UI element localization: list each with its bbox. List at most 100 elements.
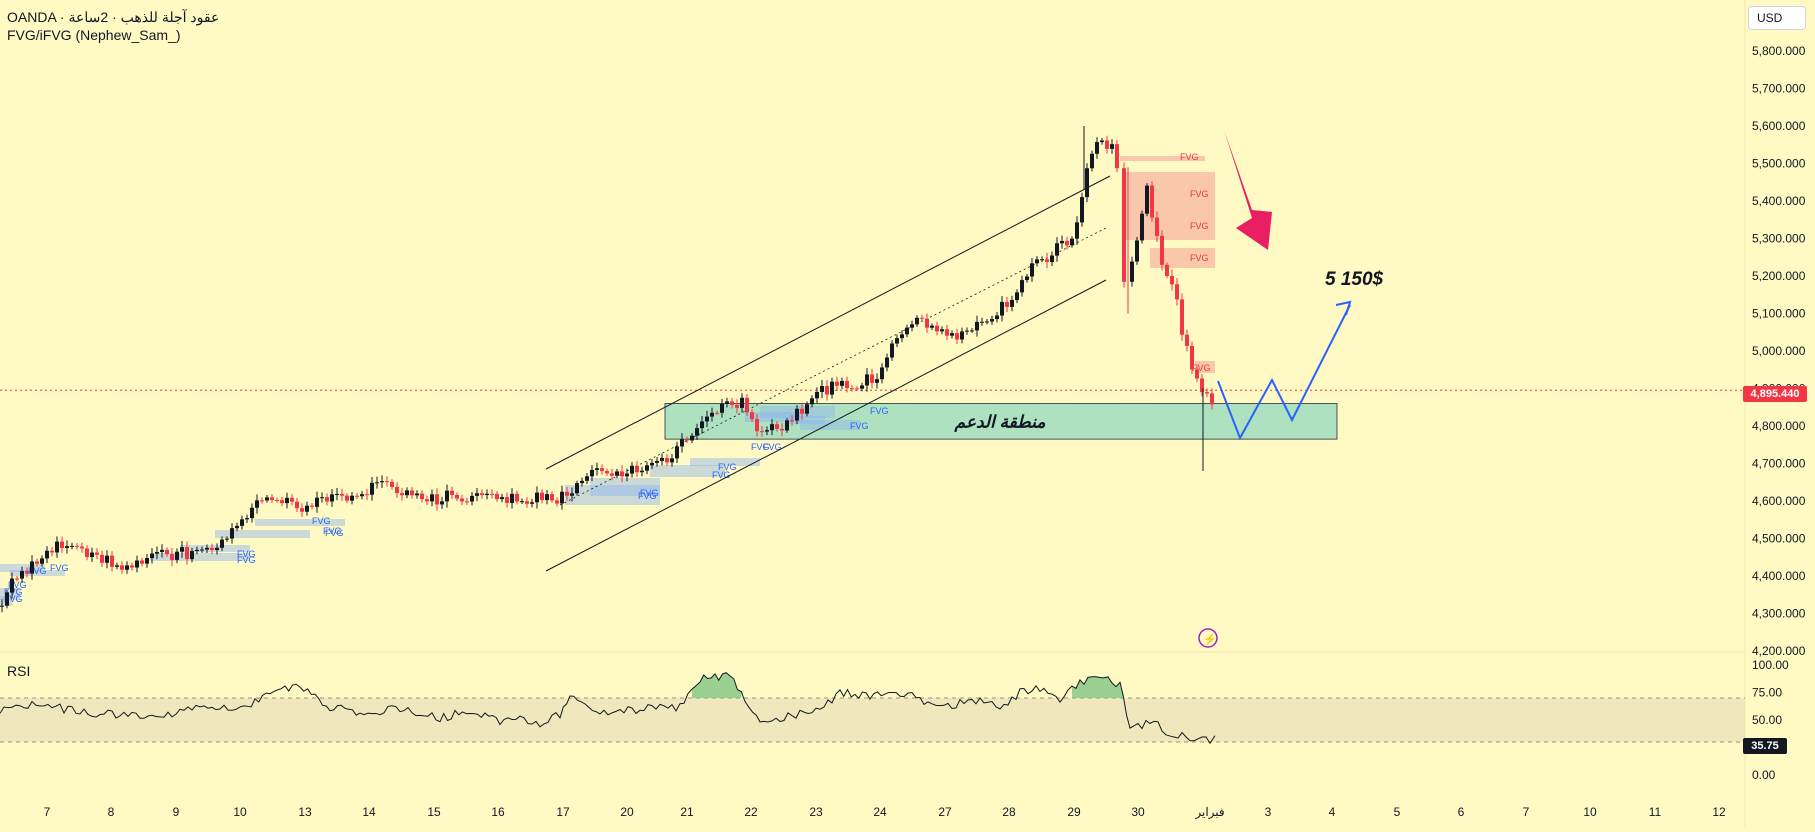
candle-body	[215, 547, 219, 551]
candle-body	[325, 497, 329, 502]
bull-fvg-label: FVG	[323, 526, 342, 536]
candle-body	[575, 483, 579, 494]
price-tick-label: 5,000.000	[1752, 344, 1806, 358]
candle-body	[255, 500, 259, 508]
candle-body	[970, 330, 974, 332]
candle-body	[475, 493, 479, 496]
bull-fvg-box	[785, 416, 825, 424]
currency-button[interactable]: USD	[1748, 6, 1806, 30]
channel-upper-line	[545, 175, 1111, 470]
candle-body	[460, 498, 464, 502]
rsi-tick-label: 100.00	[1752, 658, 1789, 672]
candle-body	[665, 457, 669, 463]
candle-body	[115, 565, 119, 567]
projection-path	[1217, 304, 1351, 441]
time-axis-label: 7	[1523, 805, 1530, 819]
candle-body	[230, 528, 234, 539]
candle-body	[45, 550, 49, 559]
candle-body	[845, 380, 849, 389]
candle-body	[50, 550, 54, 553]
candle-body	[605, 471, 609, 474]
bull-fvg-box	[10, 570, 65, 576]
rsi-value-tag: 35.75	[1743, 738, 1787, 754]
down-arrow	[1224, 130, 1272, 250]
candle-body	[900, 334, 904, 339]
candle-body	[340, 493, 344, 496]
candle-body	[560, 491, 564, 504]
candle-body	[105, 555, 109, 563]
candle-body	[1095, 142, 1099, 154]
candle-body	[240, 519, 244, 526]
time-axis-label: 6	[1458, 805, 1465, 819]
symbol-header[interactable]: OANDA · عقود آجلة للذهب · 2ساعة	[7, 9, 220, 25]
candle-body	[10, 578, 14, 593]
bull-fvg-label: FVG	[8, 580, 27, 590]
price-tick-label: 4,800.000	[1752, 419, 1806, 433]
candle-body	[770, 424, 774, 431]
candle-body	[545, 494, 549, 501]
bear-fvg-label: FVG	[1190, 221, 1209, 231]
candle-body	[650, 462, 654, 466]
bear-fvg-box	[1195, 361, 1215, 373]
price-tick-label: 5,800.000	[1752, 44, 1806, 58]
rsi-line	[0, 672, 1216, 745]
candle-body	[1175, 284, 1179, 300]
time-axis-label: 10	[233, 805, 247, 819]
candle-body	[610, 473, 614, 476]
candle-body	[1035, 259, 1039, 264]
indicator-header[interactable]: FVG/iFVG (Nephew_Sam_)	[7, 27, 181, 43]
candle-body	[440, 501, 444, 505]
candle-body	[1150, 185, 1154, 218]
candle-body	[765, 430, 769, 432]
candle-body	[470, 495, 474, 502]
candle-body	[960, 331, 964, 340]
candle-body	[655, 460, 659, 463]
candle-body	[360, 494, 364, 497]
candle-body	[345, 495, 349, 501]
candle-body	[85, 548, 89, 558]
candle-body	[450, 490, 454, 495]
candle-body	[155, 551, 159, 554]
price-tick-label: 5,700.000	[1752, 82, 1806, 96]
price-tick-label: 4,300.000	[1752, 607, 1806, 621]
candle-body	[640, 470, 644, 473]
candle-body	[145, 557, 149, 564]
candle-body	[585, 476, 589, 481]
bear-fvg-box	[1120, 156, 1205, 161]
candle-body	[380, 481, 384, 483]
bull-fvg-label: FVG	[712, 470, 731, 480]
bull-fvg-box	[150, 553, 250, 561]
price-tick-label: 5,200.000	[1752, 269, 1806, 283]
candle-body	[75, 545, 79, 547]
candle-body	[850, 388, 854, 390]
candle-body	[0, 605, 4, 607]
candle-body	[1010, 300, 1014, 307]
candle-body	[1060, 240, 1064, 244]
candle-body	[95, 552, 99, 555]
candle-body	[275, 499, 279, 501]
candle-body	[870, 374, 874, 383]
candle-body	[945, 329, 949, 336]
support-zone	[664, 403, 1338, 440]
lightning-icon	[1198, 628, 1218, 648]
candle-body	[120, 565, 124, 570]
candle-body	[445, 490, 449, 502]
bull-fvg-box	[590, 478, 660, 496]
bear-fvg-label: FVG	[1190, 253, 1209, 263]
time-axis-label: 5	[1394, 805, 1401, 819]
candle-body	[535, 492, 539, 503]
bull-fvg-label: FVG	[870, 406, 889, 416]
bull-fvg-label: FVG	[718, 462, 737, 472]
candle-body	[285, 497, 289, 504]
candle-body	[280, 500, 284, 504]
candle-body	[200, 549, 204, 551]
candle-body	[935, 325, 939, 332]
candle-body	[435, 494, 439, 505]
candle-body	[25, 571, 29, 574]
candle-body	[980, 321, 984, 323]
time-axis-label: 11	[1649, 805, 1662, 819]
candle-body	[670, 458, 674, 463]
candle-body	[635, 465, 639, 473]
